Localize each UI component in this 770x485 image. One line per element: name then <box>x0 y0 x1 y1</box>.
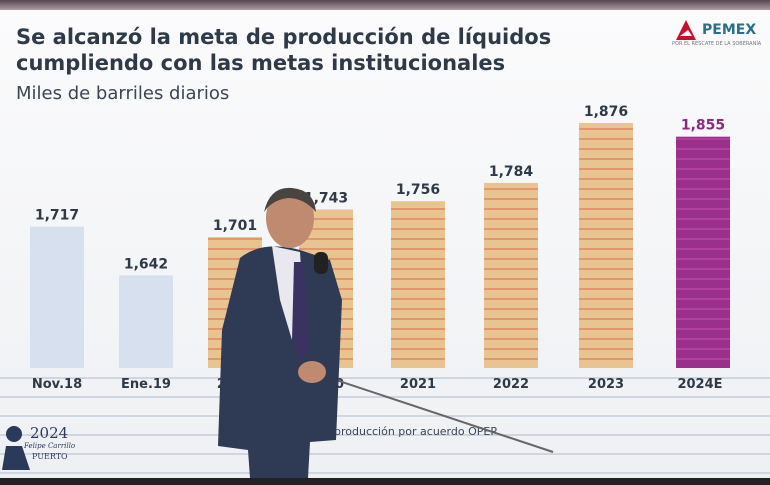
bar-2024E <box>676 136 730 368</box>
presentation-screen <box>0 10 770 480</box>
hair <box>264 187 316 212</box>
value-label: 1,756 <box>396 182 440 198</box>
logo-text: PEMEX <box>702 22 757 38</box>
value-label: 1,701 <box>213 218 257 234</box>
value-label: 1,876 <box>584 104 628 120</box>
slide-subtitle: Miles de barriles diarios <box>16 83 230 104</box>
pemex-eagle-icon <box>676 20 696 40</box>
bottom-edge <box>0 478 770 485</box>
stamp-place: PUERTO <box>32 452 68 461</box>
bar-2022 <box>484 182 538 368</box>
logo-tagline: POR EL RESCATE DE LA SOBERANÍA <box>672 41 762 47</box>
stamp-name: Felipe Carrillo <box>24 442 76 450</box>
microphone-icon <box>314 252 328 274</box>
bar-Nov.18 <box>30 226 84 368</box>
value-label: 1,784 <box>489 164 534 180</box>
pointer-stick <box>329 377 554 453</box>
category-label: 2024E <box>677 377 722 392</box>
slide-title: Se alcanzó la meta de producción de líqu… <box>16 24 551 76</box>
category-label: Nov.18 <box>32 377 82 392</box>
tie <box>292 262 310 360</box>
value-label: 1,717 <box>35 208 79 224</box>
portrait-icon <box>2 426 30 470</box>
footnote: producción por acuerdo OPEP <box>334 425 497 438</box>
value-label: 1,855 <box>681 118 725 134</box>
suit <box>218 246 342 478</box>
category-label: 2022 <box>493 377 529 392</box>
title-line-1: Se alcanzó la meta de producción de líqu… <box>16 25 552 49</box>
commemorative-stamp: 2024 Felipe Carrillo PUERTO <box>2 422 82 472</box>
bar-Ene.19 <box>119 275 173 368</box>
title-line-2: cumpliendo con las metas institucionales <box>16 51 506 75</box>
category-label: 2023 <box>588 377 624 392</box>
pemex-logo: PEMEX POR EL RESCATE DE LA SOBERANÍA <box>672 18 761 47</box>
value-label: 1,642 <box>124 256 168 272</box>
face <box>266 188 314 248</box>
hand <box>298 361 326 383</box>
bar-2021 <box>391 201 445 368</box>
value-label: 1,743 <box>304 191 348 207</box>
stamp-year: 2024 <box>30 424 69 442</box>
bar-2023 <box>579 123 633 368</box>
category-label: Ene.19 <box>121 377 171 392</box>
category-label: 2021 <box>400 377 436 392</box>
